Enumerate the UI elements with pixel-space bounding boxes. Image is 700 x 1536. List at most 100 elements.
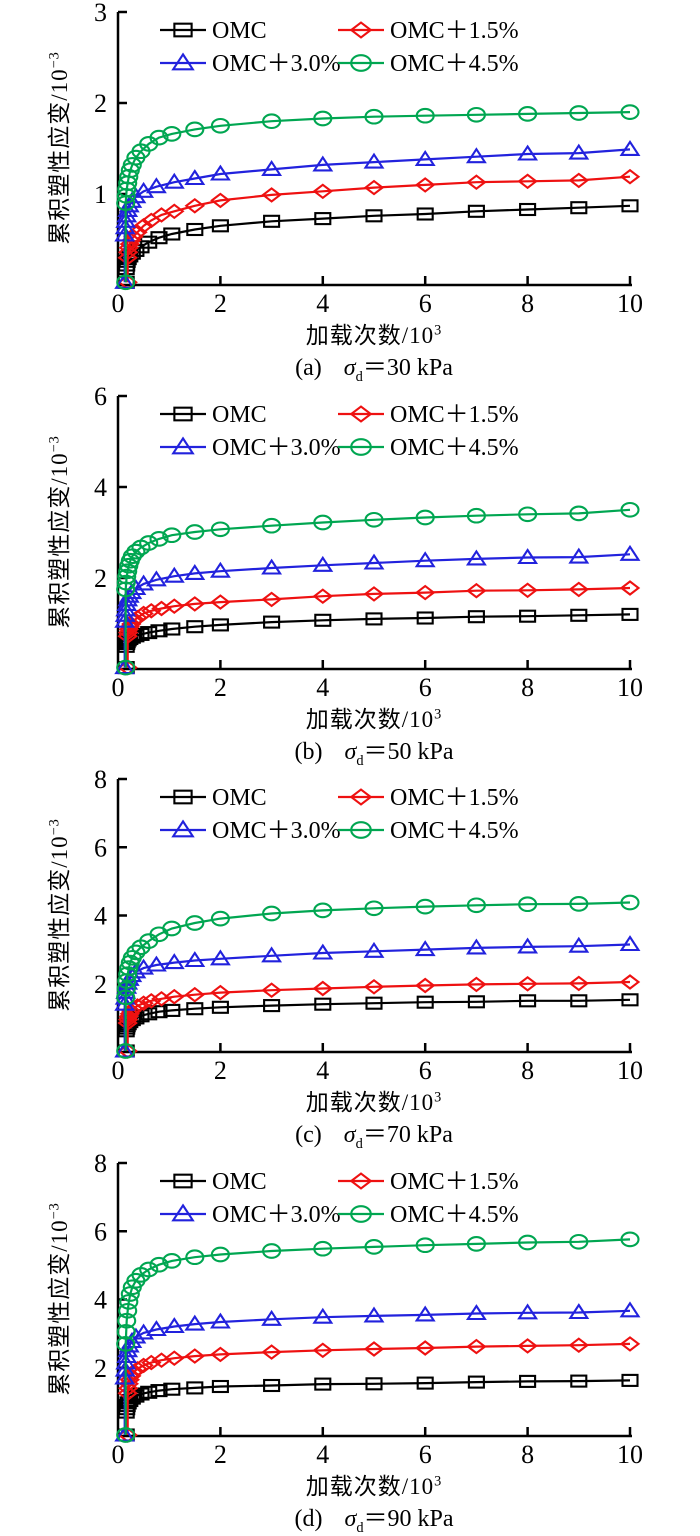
- axis-frame: [118, 1163, 632, 1436]
- caption-c: (c)σd＝70 kPa: [118, 1114, 630, 1153]
- legend: OMC OMC＋1.5% OMC＋3.0%OMC＋4.5%: [160, 785, 519, 844]
- series-line: [125, 554, 630, 667]
- caption-index: (d): [294, 1506, 322, 1532]
- series-OMC: [119, 608, 638, 672]
- x-axis-label-exponent: 3: [434, 1473, 442, 1489]
- legend-item-OMC+4.5%: OMC＋4.5%: [338, 51, 519, 77]
- legend-label: OMC＋3.0%: [212, 51, 341, 77]
- legend-item-OMC+4.5%: OMC＋4.5%: [338, 1202, 519, 1228]
- legend-label: OMC＋4.5%: [390, 435, 519, 461]
- legend-item-OMC+4.5%: OMC＋4.5%: [338, 435, 519, 461]
- x-axis-label-text: 加载次数/10: [306, 323, 434, 348]
- x-tick-label: 8: [521, 1056, 534, 1081]
- x-tick-label: 4: [316, 289, 329, 314]
- legend-item-OMC: OMC: [160, 402, 267, 428]
- legend-item-OMC+1.5%: OMC＋1.5%: [338, 1169, 519, 1195]
- y-tick-label: 8: [94, 1151, 107, 1178]
- y-tick-label: 6: [94, 833, 107, 862]
- marker-triangle: [173, 54, 193, 69]
- legend-label: OMC＋1.5%: [390, 18, 519, 44]
- series-line: [126, 112, 630, 282]
- caption-sigma: σ: [344, 739, 356, 765]
- legend-item-OMC+3.0%: OMC＋3.0%: [160, 435, 341, 461]
- y-axis-label: 累积塑性应变/10−3: [40, 818, 74, 1012]
- x-axis-label: 加载次数/103: [118, 316, 630, 350]
- legend-item-OMC+1.5%: OMC＋1.5%: [338, 785, 519, 811]
- x-tick-label: 0: [112, 289, 125, 314]
- legend-item-OMC+3.0%: OMC＋3.0%: [160, 818, 341, 844]
- legend-label: OMC＋1.5%: [390, 402, 519, 428]
- series-line: [126, 1239, 630, 1435]
- x-tick-label: 2: [214, 1440, 227, 1465]
- x-tick-label: 10: [617, 289, 643, 314]
- legend-item-OMC: OMC: [160, 1169, 267, 1195]
- legend-label: OMC＋3.0%: [212, 818, 341, 844]
- series-line: [128, 982, 630, 1051]
- y-tick-label: 6: [94, 384, 107, 411]
- legend-label: OMC＋3.0%: [212, 1202, 341, 1228]
- x-tick-label: 10: [617, 1056, 643, 1081]
- legend-label: OMC＋1.5%: [390, 785, 519, 811]
- y-tick-label: 4: [94, 473, 107, 502]
- x-axis-label: 加载次数/103: [118, 700, 630, 734]
- x-tick-label: 0: [112, 1056, 125, 1081]
- axis-frame: [118, 12, 632, 285]
- series-markers: [117, 1232, 638, 1441]
- x-tick-label: 6: [419, 1056, 432, 1081]
- y-tick-label: 1: [94, 180, 107, 209]
- y-axis-label-text: 累积塑性应变/10: [47, 1219, 72, 1395]
- y-tick-label: 4: [94, 902, 107, 931]
- series-line: [126, 206, 630, 282]
- caption-sigma: σ: [344, 355, 356, 381]
- legend-item-OMC+1.5%: OMC＋1.5%: [338, 402, 519, 428]
- caption-index: (a): [295, 355, 322, 381]
- legend-item-OMC+4.5%: OMC＋4.5%: [338, 818, 519, 844]
- caption-sigma-subscript: d: [356, 752, 363, 768]
- series-OMC+3.0%: [116, 1303, 638, 1440]
- series-OMC: [119, 200, 638, 287]
- caption-b: (b)σd＝50 kPa: [118, 731, 630, 770]
- series-markers: [119, 581, 638, 674]
- y-axis-label: 累积塑性应变/10−3: [40, 51, 74, 245]
- marker-triangle: [622, 937, 639, 950]
- x-tick-label: 0: [112, 673, 125, 698]
- x-axis-label-text: 加载次数/10: [306, 1474, 434, 1499]
- x-tick-label: 6: [419, 673, 432, 698]
- legend-label: OMC: [212, 785, 267, 811]
- legend-item-OMC: OMC: [160, 785, 267, 811]
- y-axis-label-text: 累积塑性应变/10: [47, 835, 72, 1011]
- caption-value: ＝70 kPa: [363, 1122, 453, 1148]
- marker-triangle: [173, 821, 193, 836]
- x-axis-label: 加载次数/103: [118, 1083, 630, 1117]
- caption-d: (d)σd＝90 kPa: [118, 1498, 630, 1536]
- legend: OMC OMC＋1.5% OMC＋3.0%OMC＋4.5%: [160, 18, 519, 77]
- x-tick-label: 2: [214, 673, 227, 698]
- series-line: [126, 903, 630, 1052]
- marker-triangle: [622, 1303, 639, 1316]
- y-tick-label: 2: [94, 564, 107, 593]
- caption-index: (c): [295, 1122, 322, 1148]
- legend: OMC OMC＋1.5% OMC＋3.0%OMC＋4.5%: [160, 1169, 519, 1228]
- legend-label: OMC: [212, 18, 267, 44]
- series-OMC+4.5%: [117, 105, 638, 289]
- series-OMC+1.5%: [119, 976, 638, 1058]
- series-OMC+4.5%: [117, 896, 638, 1058]
- y-axis-label-exponent: −3: [46, 818, 62, 835]
- legend-label: OMC＋3.0%: [212, 435, 341, 461]
- y-axis-label: 累积塑性应变/10−3: [40, 1202, 74, 1396]
- y-tick-label: 2: [94, 1353, 107, 1382]
- series-OMC+1.5%: [119, 581, 638, 674]
- caption-value: ＝90 kPa: [364, 1506, 454, 1532]
- series-markers: [117, 896, 638, 1058]
